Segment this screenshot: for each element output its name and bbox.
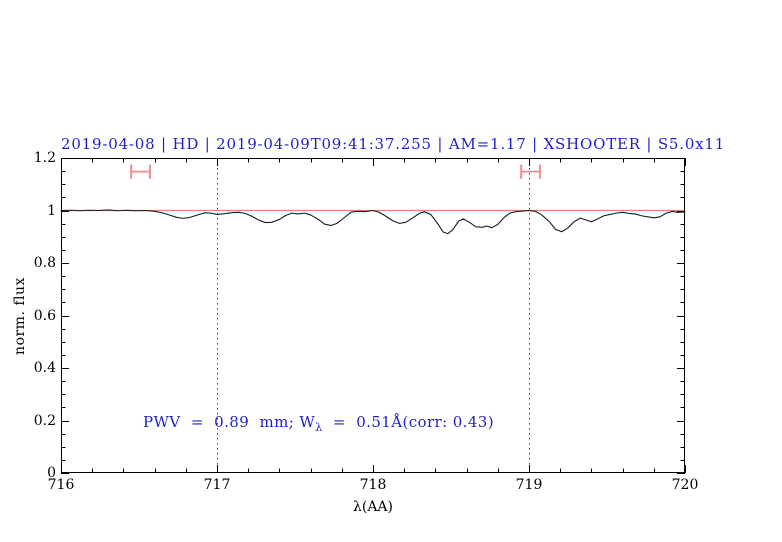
y-tick-label: 1 [47,202,56,219]
y-tick-label: 0.8 [33,255,56,271]
pwv-annotation-prefix: PWV = 0.89 mm; W [143,413,316,431]
pwv-annotation-subscript: λ [315,421,323,434]
pwv-annotation-suffix: = 0.51Å(corr: 0.43) [322,413,494,431]
y-tick-label: 0.6 [33,307,56,324]
y-tick-label: 0.4 [33,360,56,376]
y-tick-label: 1.2 [33,150,56,166]
y-tick-label: 0 [47,465,56,481]
x-tick-label: 717 [203,477,231,493]
x-tick-label: 719 [515,477,543,493]
x-tick-label: 720 [671,477,699,493]
pwv-annotation: PWV = 0.89 mm; Wλ = 0.51Å(corr: 0.43) [143,413,494,434]
x-axis-label: λ(AA) [352,499,394,515]
plot-title: 2019-04-08 | HD | 2019-04-09T09:41:37.25… [61,135,726,153]
spectrum-curve [60,209,686,235]
x-tick-label: 716 [47,477,75,493]
y-tick-label: 0.2 [33,412,56,429]
x-tick-label: 718 [359,477,387,493]
